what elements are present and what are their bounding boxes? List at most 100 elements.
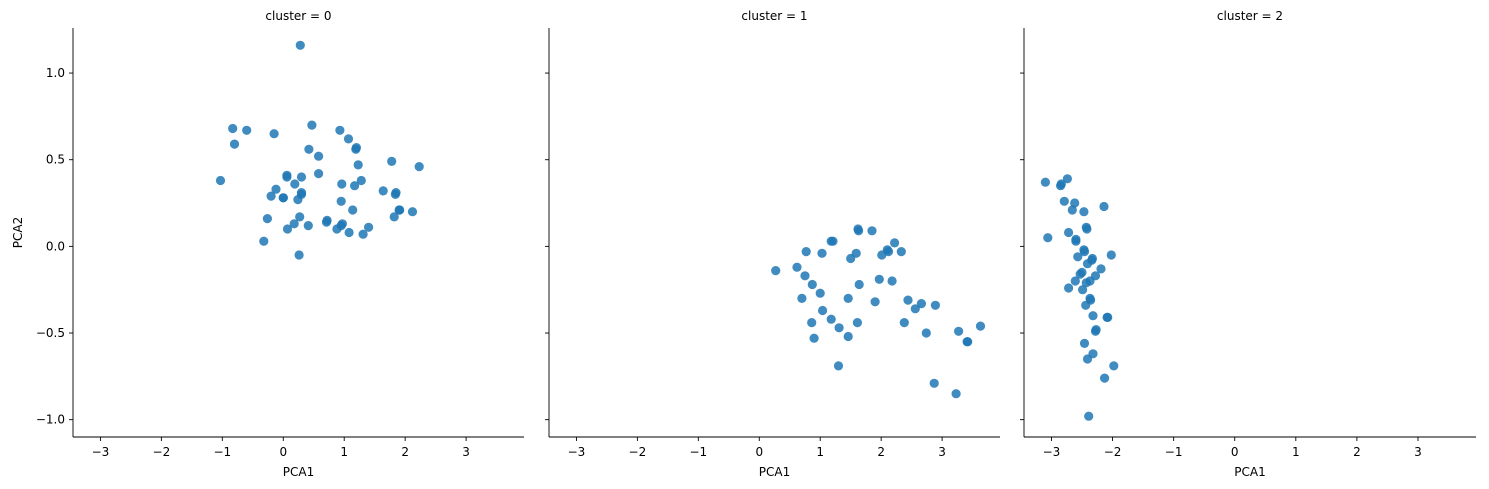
data-point [1106, 250, 1116, 260]
x-tick-label: 3 [462, 445, 470, 459]
facet-title: cluster = 1 [741, 9, 807, 23]
data-point [1081, 300, 1091, 310]
data-point [278, 193, 288, 203]
data-point [883, 247, 894, 257]
data-point [1085, 276, 1095, 286]
data-point [1081, 222, 1091, 232]
data-point [350, 181, 360, 191]
data-point [348, 205, 358, 215]
data-point [929, 378, 939, 388]
data-point [295, 212, 305, 222]
data-point [1075, 269, 1085, 279]
data-point [771, 266, 781, 276]
data-point [303, 221, 313, 231]
data-point [903, 295, 913, 305]
data-point [807, 318, 817, 328]
data-point [343, 134, 354, 144]
data-point [1078, 285, 1088, 295]
y-axis-label: PCA2 [11, 217, 25, 248]
data-point [296, 172, 307, 182]
data-point [843, 331, 853, 342]
data-point [307, 120, 317, 130]
x-tick-label: −2 [1104, 445, 1122, 459]
data-point [1056, 179, 1066, 189]
data-point [215, 175, 226, 186]
data-point [1040, 177, 1050, 187]
data-point [1079, 247, 1090, 257]
data-point [1070, 276, 1080, 286]
x-tick-label: −2 [153, 445, 171, 459]
data-point [387, 156, 397, 166]
data-point [843, 293, 853, 303]
data-point [1064, 227, 1074, 238]
data-point [1084, 411, 1094, 421]
data-point [818, 305, 828, 316]
data-point [356, 175, 366, 186]
data-point [1043, 233, 1053, 243]
data-point [910, 304, 920, 314]
data-point [828, 236, 838, 246]
data-point [344, 227, 354, 238]
x-tick-label: 2 [1353, 445, 1361, 459]
data-point [870, 297, 880, 307]
y-tick-label: 1.0 [46, 66, 65, 80]
data-point [951, 389, 961, 399]
data-point [815, 288, 825, 298]
data-point [1109, 361, 1119, 371]
data-point [792, 262, 802, 272]
data-point [335, 125, 345, 135]
x-tick-label: 1 [816, 445, 824, 459]
data-point [1103, 312, 1113, 322]
data-point [321, 217, 332, 227]
data-point [414, 162, 424, 172]
data-point [896, 247, 906, 257]
data-point [1064, 283, 1074, 293]
data-point [890, 238, 900, 248]
data-point [1096, 264, 1106, 274]
x-tick-label: −3 [568, 445, 586, 459]
data-point [1071, 234, 1081, 244]
data-point [259, 236, 269, 246]
data-point [378, 186, 388, 196]
data-point [921, 328, 931, 338]
data-point [916, 299, 927, 309]
data-point [801, 247, 811, 257]
data-point [351, 144, 361, 154]
data-point [364, 222, 374, 232]
x-tick-label: −3 [92, 445, 110, 459]
x-tick-label: −1 [1165, 445, 1183, 459]
data-point [930, 300, 941, 310]
data-point [353, 160, 363, 170]
data-point [290, 179, 300, 189]
x-tick-label: 1 [340, 445, 348, 459]
data-point [963, 337, 973, 347]
x-tick-label: −2 [629, 445, 647, 459]
data-point [314, 151, 324, 161]
data-point [854, 226, 864, 236]
data-point [854, 279, 864, 290]
data-point [954, 326, 964, 336]
x-axis-label: PCA1 [283, 465, 314, 479]
data-point [817, 248, 827, 258]
x-tick-label: 1 [1292, 445, 1300, 459]
x-tick-label: 0 [755, 445, 763, 459]
data-point [807, 279, 817, 290]
data-point [295, 40, 305, 50]
data-point [1090, 326, 1101, 336]
x-tick-label: 0 [1231, 445, 1239, 459]
data-point [887, 276, 897, 286]
data-point [1088, 311, 1098, 321]
data-point [262, 214, 272, 224]
x-tick-label: −3 [1043, 445, 1061, 459]
x-tick-label: 2 [877, 445, 885, 459]
data-point [1073, 252, 1083, 262]
y-tick-label: −1.0 [36, 413, 65, 427]
data-point [294, 250, 304, 260]
data-point [1070, 198, 1080, 208]
x-axis-label: PCA1 [759, 465, 790, 479]
data-point [394, 205, 404, 215]
x-tick-label: −1 [689, 445, 707, 459]
data-point [1067, 205, 1077, 215]
data-point [304, 144, 314, 154]
